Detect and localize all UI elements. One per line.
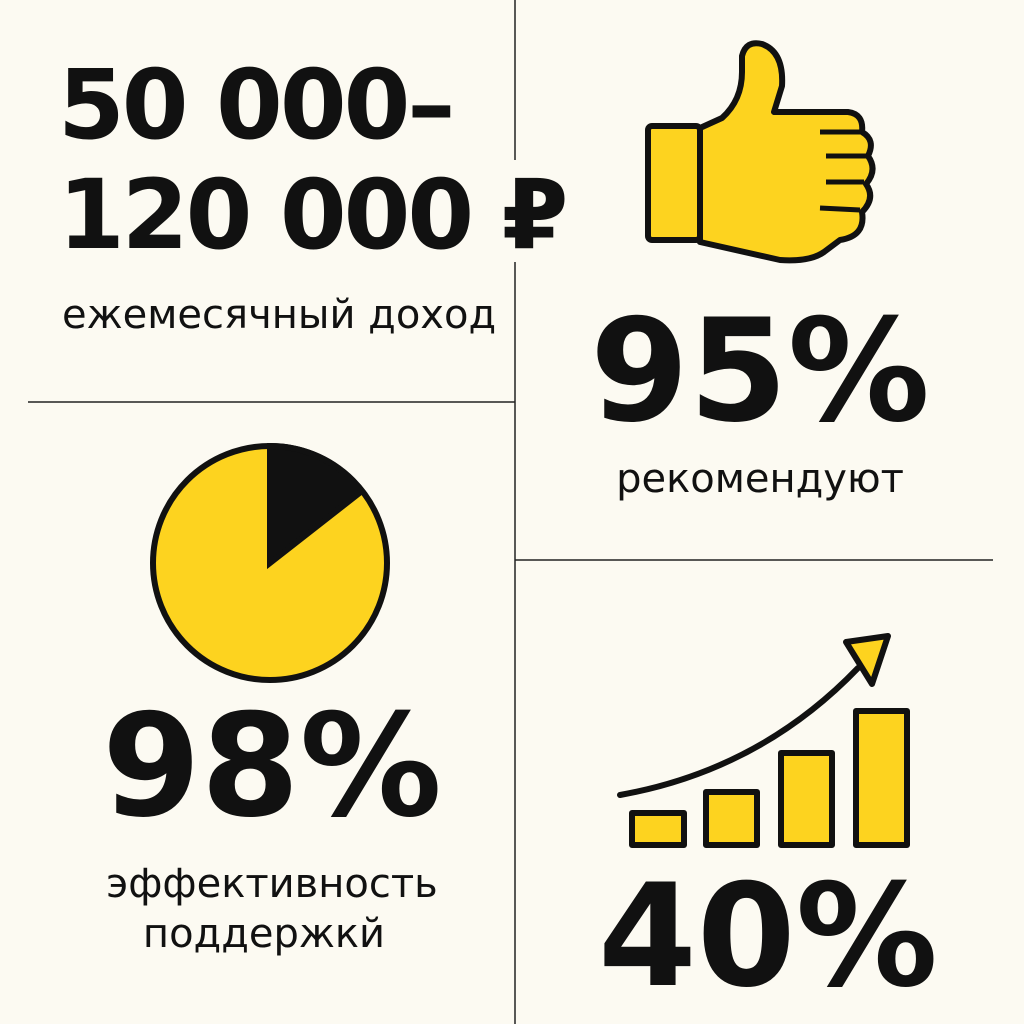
thumb-fingers [819, 129, 866, 213]
growth-bar [853, 708, 910, 848]
income-range: 120 000 ₽ [58, 159, 565, 271]
growth-bar [629, 810, 687, 848]
recommend-value: 95% [590, 289, 930, 454]
growth-icon [617, 633, 910, 848]
recommend-caption: рекомендуют [616, 456, 904, 502]
growth-bar [778, 750, 835, 848]
thumb-cuff [645, 123, 703, 243]
growth-arrowhead [843, 633, 891, 687]
growth-bar [703, 789, 760, 848]
support-value: 98% [102, 684, 442, 849]
thumbs-up-icon [645, 40, 876, 264]
growth-value: 40% [598, 854, 938, 1019]
dividers [28, 0, 993, 1024]
support-caption: поддержкй [143, 911, 385, 957]
income-range: 50 000– [58, 49, 452, 161]
support-caption: эффективность [106, 861, 437, 907]
pie-wedge [267, 442, 367, 570]
income-caption: ежемесячный доход [62, 292, 496, 338]
growth-arrow [617, 665, 861, 798]
pie-icon [150, 442, 390, 683]
